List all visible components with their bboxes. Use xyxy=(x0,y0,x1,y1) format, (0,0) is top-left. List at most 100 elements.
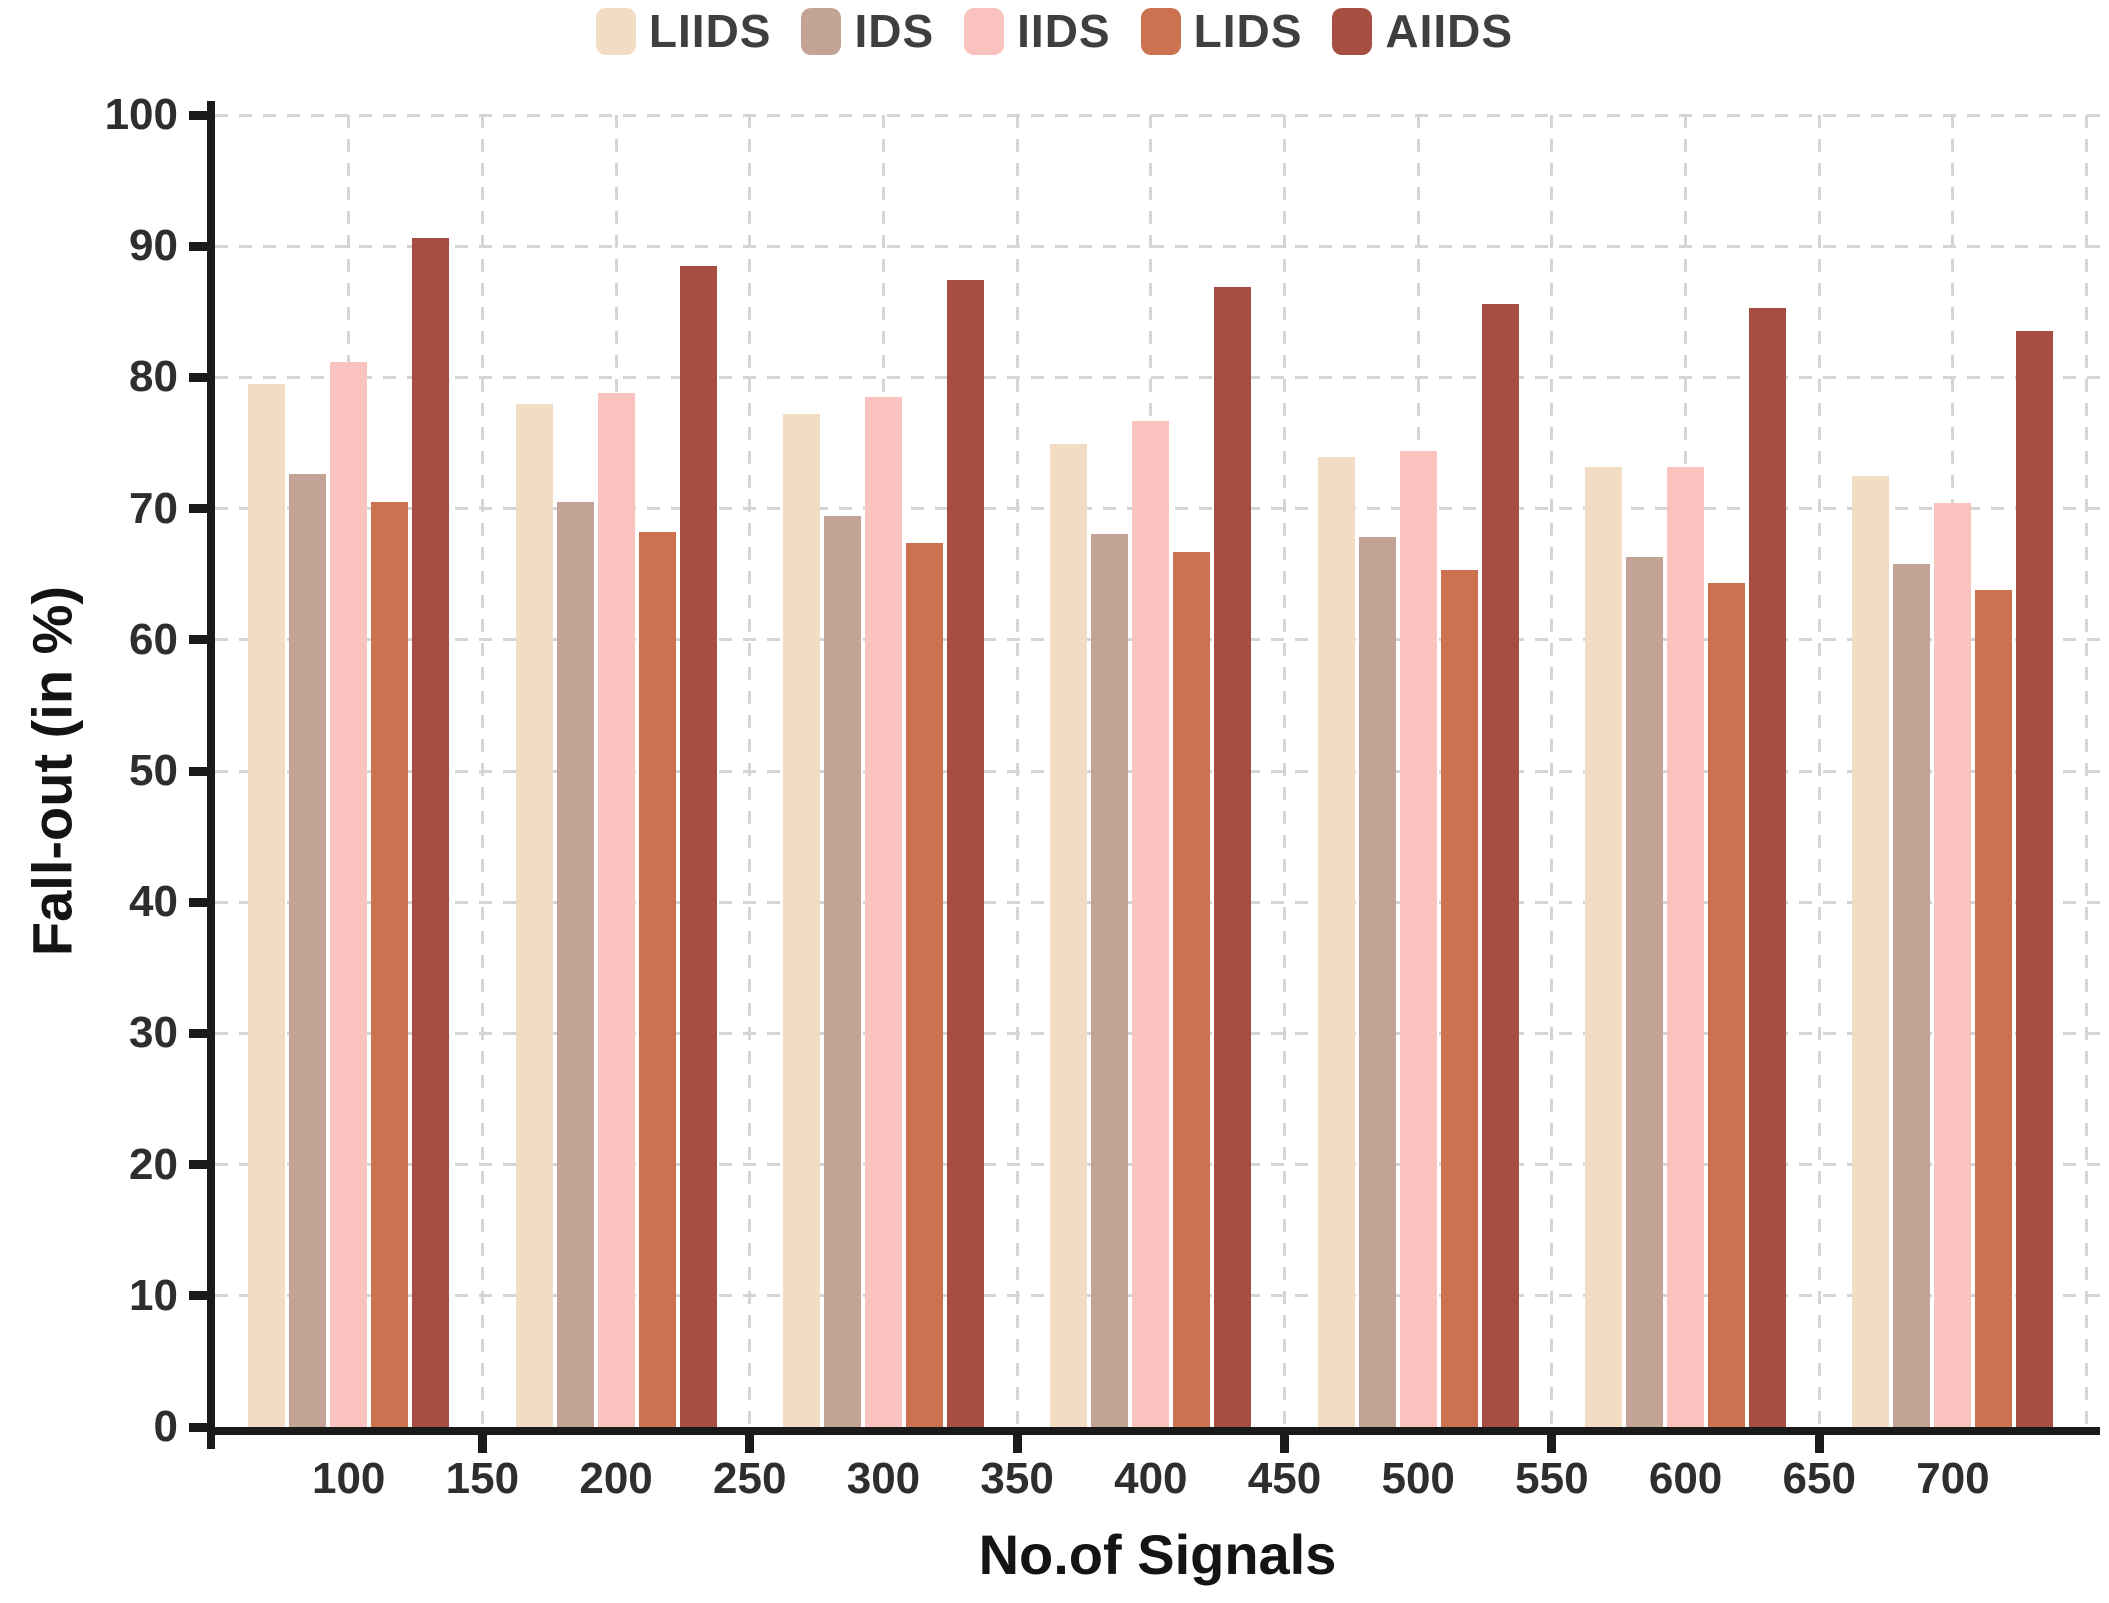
y-tick-label: 0 xyxy=(153,1402,178,1451)
x-tick-mark xyxy=(1012,1427,1022,1453)
x-tick-label: 650 xyxy=(1782,1454,1856,1503)
h-gridline xyxy=(215,375,2100,379)
h-gridline xyxy=(215,244,2100,248)
y-tick-mark xyxy=(189,766,207,776)
legend-label-iids: IIDS xyxy=(1017,5,1111,57)
legend-item-iids: IIDS xyxy=(964,4,1110,58)
y-tick-label: 70 xyxy=(129,483,178,533)
y-tick-label: 30 xyxy=(129,1008,178,1058)
bar-lids-600 xyxy=(1708,583,1746,1427)
legend-label-lids: LIDS xyxy=(1193,5,1303,57)
bar-aiids-700 xyxy=(2016,331,2054,1427)
v-gridline xyxy=(1817,115,1821,1427)
x-axis-title: No.of Signals xyxy=(978,1523,1337,1586)
bar-lids-200 xyxy=(638,532,676,1427)
x-tick-mark xyxy=(1280,1427,1289,1453)
y-tick-label: 90 xyxy=(129,221,178,271)
h-gridline xyxy=(215,113,2100,117)
y-tick-label: 10 xyxy=(129,1270,178,1320)
y-axis-line xyxy=(207,101,215,1449)
y-tick-mark xyxy=(189,372,207,382)
x-tick-mark xyxy=(477,1427,487,1453)
bar-ids-100 xyxy=(289,474,327,1427)
bar-ids-200 xyxy=(556,502,594,1427)
x-tick-label: 450 xyxy=(1247,1454,1322,1503)
x-tick-mark xyxy=(1547,1427,1557,1453)
legend-item-aiids: AIIDS xyxy=(1332,4,1513,58)
x-tick-label: 250 xyxy=(713,1454,787,1503)
y-tick-label: 80 xyxy=(129,352,178,402)
bar-aiids-100 xyxy=(412,238,450,1427)
legend-swatch-liids xyxy=(595,7,636,55)
y-tick-label: 20 xyxy=(129,1139,178,1189)
x-tick-label: 500 xyxy=(1381,1454,1455,1503)
bar-aiids-400 xyxy=(1214,286,1252,1427)
v-gridline xyxy=(2085,115,2089,1427)
bar-ids-500 xyxy=(1358,537,1396,1427)
bar-liids-100 xyxy=(248,383,286,1427)
bar-ids-600 xyxy=(1626,557,1664,1427)
bar-iids-200 xyxy=(597,393,635,1427)
legend-label-liids: LIIDS xyxy=(648,5,772,57)
bar-iids-400 xyxy=(1132,420,1170,1427)
y-tick-mark xyxy=(189,1291,207,1301)
legend-swatch-lids xyxy=(1140,7,1181,55)
x-tick-label: 200 xyxy=(579,1454,653,1503)
x-tick-mark xyxy=(1814,1427,1824,1453)
x-tick-label: 400 xyxy=(1114,1454,1188,1503)
v-gridline xyxy=(480,115,484,1427)
x-tick-label: 100 xyxy=(311,1454,386,1503)
x-tick-label: 350 xyxy=(980,1454,1054,1503)
y-tick-label: 60 xyxy=(129,614,178,664)
x-axis-line xyxy=(207,1427,2100,1435)
legend-swatch-aiids xyxy=(1332,7,1373,55)
v-gridline xyxy=(1283,115,1286,1427)
bar-lids-700 xyxy=(1975,589,2013,1427)
x-tick-mark xyxy=(745,1427,755,1453)
x-tick-label: 300 xyxy=(846,1454,921,1503)
legend-item-liids: LIIDS xyxy=(595,4,772,58)
bar-aiids-600 xyxy=(1749,307,1787,1427)
x-tick-label: 150 xyxy=(445,1454,520,1503)
bar-iids-300 xyxy=(864,397,902,1427)
y-tick-mark xyxy=(189,504,207,514)
v-gridline xyxy=(1015,115,1019,1427)
bar-iids-100 xyxy=(330,361,368,1427)
bar-liids-500 xyxy=(1317,457,1355,1427)
bar-lids-300 xyxy=(905,542,943,1427)
y-tick-mark xyxy=(189,635,207,645)
bar-aiids-500 xyxy=(1481,303,1519,1427)
plot-area xyxy=(189,101,2100,1453)
bar-iids-600 xyxy=(1667,466,1705,1427)
y-tick-mark xyxy=(189,110,207,120)
bar-liids-600 xyxy=(1585,466,1623,1427)
bar-liids-200 xyxy=(515,403,553,1427)
v-gridline xyxy=(1550,115,1554,1427)
bar-lids-500 xyxy=(1440,570,1478,1427)
x-tick-label: 550 xyxy=(1515,1454,1589,1503)
y-tick-label: 100 xyxy=(104,90,178,139)
y-tick-label: 40 xyxy=(129,877,178,927)
bar-ids-400 xyxy=(1091,533,1129,1427)
y-tick-mark xyxy=(189,1160,207,1170)
legend-item-lids: LIDS xyxy=(1140,4,1303,58)
y-tick-label: 50 xyxy=(129,746,178,795)
bar-iids-500 xyxy=(1399,450,1437,1427)
x-tick-label: 600 xyxy=(1648,1454,1723,1503)
legend-label-ids: IDS xyxy=(854,5,935,57)
bar-liids-400 xyxy=(1050,444,1088,1427)
v-gridline xyxy=(748,115,752,1427)
bar-aiids-200 xyxy=(679,265,717,1427)
chart-legend: LIIDS IDS IIDS LIDS AIIDS xyxy=(0,2,2109,60)
y-tick-mark xyxy=(189,897,207,907)
x-tick-label: 700 xyxy=(1916,1454,1990,1503)
bar-aiids-300 xyxy=(946,280,984,1427)
bar-ids-300 xyxy=(823,516,861,1427)
y-tick-mark xyxy=(189,1422,207,1432)
bar-lids-400 xyxy=(1173,551,1211,1427)
legend-swatch-ids xyxy=(801,7,842,55)
bar-ids-700 xyxy=(1893,563,1931,1427)
bar-liids-300 xyxy=(782,414,820,1427)
bar-lids-100 xyxy=(371,502,409,1427)
